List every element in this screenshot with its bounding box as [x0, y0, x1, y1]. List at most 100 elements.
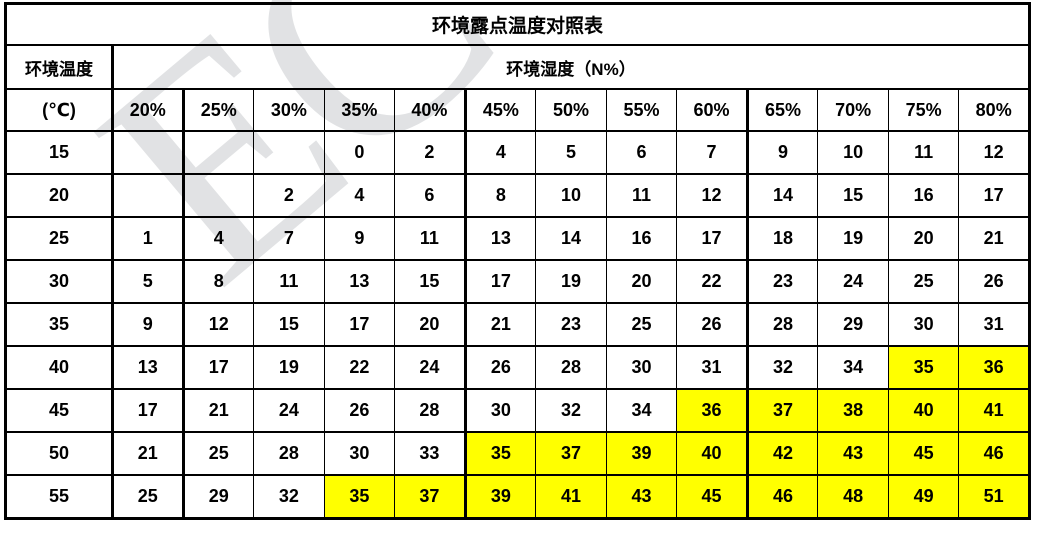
temp-cell: 40	[5, 345, 113, 390]
dew-point-cell: 20	[394, 302, 466, 347]
dew-point-cell: 25	[181, 431, 255, 476]
dew-point-cell: 8	[181, 259, 255, 304]
dew-point-cell: 17	[676, 216, 748, 261]
dew-point-cell	[111, 130, 184, 175]
dew-point-cell: 19	[535, 259, 607, 304]
dew-point-cell: 6	[605, 130, 678, 175]
dew-point-cell: 43	[817, 431, 889, 476]
dew-point-cell: 12	[676, 173, 748, 218]
dew-point-cell: 22	[676, 259, 748, 304]
dew-point-cell	[111, 173, 184, 218]
dew-point-cell: 30	[887, 302, 960, 347]
dew-point-cell: 29	[817, 302, 889, 347]
dew-point-cell: 26	[323, 388, 396, 433]
dew-point-cell: 17	[323, 302, 396, 347]
dew-point-cell: 12	[958, 130, 1030, 175]
dew-point-cell: 9	[323, 216, 396, 261]
dew-point-cell: 18	[745, 216, 819, 261]
dew-point-cell: 16	[887, 173, 960, 218]
dew-point-cell: 30	[463, 388, 537, 433]
dew-point-cell: 31	[676, 345, 748, 390]
dew-point-cell: 11	[394, 216, 466, 261]
dew-point-cell: 48	[817, 474, 889, 520]
dew-point-cell: 12	[181, 302, 255, 347]
dew-point-cell: 7	[253, 216, 325, 261]
dew-point-cell: 14	[745, 173, 819, 218]
dew-point-cell	[181, 130, 255, 175]
dew-point-cell: 28	[535, 345, 607, 390]
temp-header-cell: 环境温度	[5, 44, 113, 90]
dew-point-cell: 35	[323, 474, 396, 520]
table-row: 35 9 12 15 17 20 21 23 25 26 28 29 30 31	[5, 302, 1030, 347]
dew-point-cell: 11	[253, 259, 325, 304]
dew-point-cell: 29	[181, 474, 255, 520]
dew-point-cell: 24	[817, 259, 889, 304]
dew-point-cell: 40	[887, 388, 960, 433]
dew-point-cell: 30	[323, 431, 396, 476]
table-row: 50 21 25 28 30 33 35 37 39 40 42 43 45 46	[5, 431, 1030, 476]
dew-point-cell: 11	[887, 130, 960, 175]
dew-point-cell: 15	[394, 259, 466, 304]
dew-point-cell: 21	[181, 388, 255, 433]
dew-point-cell: 15	[253, 302, 325, 347]
dew-point-cell: 36	[676, 388, 748, 433]
dew-point-cell: 6	[394, 173, 466, 218]
dew-point-cell: 40	[676, 431, 748, 476]
dew-point-cell: 10	[535, 173, 607, 218]
temp-cell: 50	[5, 431, 113, 476]
humidity-percent-cell: 55%	[605, 88, 678, 132]
temp-cell: 55	[5, 474, 113, 520]
dew-point-cell: 41	[535, 474, 607, 520]
header-row-columns: (℃) 20% 25% 30% 35% 40% 45% 50% 55% 60% …	[5, 88, 1030, 132]
dew-point-cell: 8	[463, 173, 537, 218]
humidity-header-cell: 环境湿度（N%）	[111, 44, 1030, 90]
humidity-percent-cell: 60%	[676, 88, 748, 132]
dew-point-cell: 28	[253, 431, 325, 476]
humidity-percent-cell: 40%	[394, 88, 466, 132]
dew-point-cell: 13	[463, 216, 537, 261]
dew-point-cell: 41	[958, 388, 1030, 433]
dew-point-cell: 32	[535, 388, 607, 433]
dew-point-cell: 36	[958, 345, 1030, 390]
dew-point-cell: 34	[817, 345, 889, 390]
dew-point-cell: 11	[605, 173, 678, 218]
humidity-percent-cell: 50%	[535, 88, 607, 132]
title-row: 环境露点温度对照表	[5, 2, 1030, 46]
dew-point-cell: 45	[676, 474, 748, 520]
dew-point-cell: 34	[605, 388, 678, 433]
dew-point-cell: 13	[323, 259, 396, 304]
dew-point-cell: 43	[605, 474, 678, 520]
dew-point-cell: 46	[958, 431, 1030, 476]
dew-point-cell: 10	[817, 130, 889, 175]
dew-point-cell: 21	[463, 302, 537, 347]
dew-point-table: 环境露点温度对照表 环境温度 环境湿度（N%） (℃) 20% 25% 30% …	[4, 2, 1031, 520]
table-row: 20 2 4 6 8 10 11 12 14 15 16 17	[5, 173, 1030, 218]
dew-point-cell: 51	[958, 474, 1030, 520]
humidity-percent-cell: 80%	[958, 88, 1030, 132]
dew-point-cell: 37	[394, 474, 466, 520]
table-row: 55 25 29 32 35 37 39 41 43 45 46 48 49 51	[5, 474, 1030, 520]
dew-point-cell: 30	[605, 345, 678, 390]
humidity-percent-cell: 30%	[253, 88, 325, 132]
dew-point-cell: 35	[887, 345, 960, 390]
dew-point-cell: 4	[463, 130, 537, 175]
dew-point-cell: 38	[817, 388, 889, 433]
humidity-percent-cell: 70%	[817, 88, 889, 132]
dew-point-cell: 37	[745, 388, 819, 433]
temp-cell: 25	[5, 216, 113, 261]
dew-point-cell: 9	[111, 302, 184, 347]
temp-cell: 45	[5, 388, 113, 433]
dew-point-cell: 2	[394, 130, 466, 175]
table-row: 25 1 4 7 9 11 13 14 16 17 18 19 20 21	[5, 216, 1030, 261]
dew-point-cell: 26	[676, 302, 748, 347]
dew-point-cell: 1	[111, 216, 184, 261]
dew-point-cell: 32	[253, 474, 325, 520]
dew-point-cell: 22	[323, 345, 396, 390]
dew-point-cell: 24	[253, 388, 325, 433]
humidity-percent-cell: 35%	[323, 88, 396, 132]
dew-point-cell	[181, 173, 255, 218]
dew-point-cell: 25	[887, 259, 960, 304]
humidity-percent-cell: 25%	[181, 88, 255, 132]
dew-point-cell: 4	[181, 216, 255, 261]
